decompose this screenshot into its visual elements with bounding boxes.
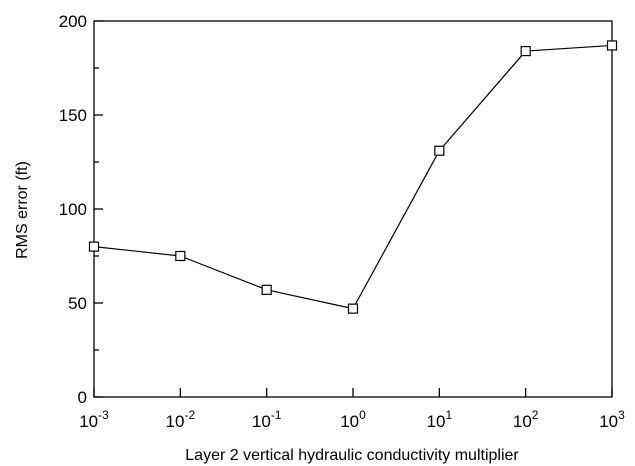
y-tick-label: 200 bbox=[59, 12, 87, 31]
series-line-segment bbox=[180, 255, 267, 291]
data-point bbox=[88, 241, 100, 252]
data-point bbox=[520, 45, 531, 57]
data-point bbox=[175, 250, 186, 262]
x-tick-label: 100 bbox=[340, 408, 366, 431]
y-tick-label: 150 bbox=[59, 106, 87, 125]
x-tick-label: 10-1 bbox=[252, 408, 282, 431]
y-tick-label: 0 bbox=[78, 388, 87, 407]
x-tick-label: 101 bbox=[427, 408, 453, 431]
y-axis: 0 50 100 150 200 bbox=[59, 12, 103, 407]
series-line-segment bbox=[525, 44, 613, 52]
data-point bbox=[434, 145, 445, 156]
x-tick-label: 102 bbox=[513, 408, 539, 431]
series-line-segment bbox=[352, 150, 440, 309]
y-axis-title: RMS error (ft) bbox=[14, 161, 31, 259]
series-line-segment bbox=[93, 246, 181, 257]
series-line-segment bbox=[438, 50, 527, 152]
y-tick-label: 100 bbox=[59, 200, 87, 219]
x-tick-label: 10-2 bbox=[166, 408, 196, 431]
series-line-segment bbox=[266, 289, 354, 310]
series-layer bbox=[88, 40, 618, 314]
y-tick-label: 50 bbox=[68, 294, 87, 313]
x-tick-label: 10-3 bbox=[79, 408, 109, 431]
plot-frame bbox=[93, 20, 613, 398]
x-axis: 10-3 10-2 10-1 100 101 102 103 bbox=[79, 388, 625, 431]
data-point bbox=[261, 284, 272, 295]
plot-border bbox=[93, 20, 613, 398]
x-tick-label: 103 bbox=[599, 408, 625, 431]
data-point bbox=[606, 40, 618, 51]
data-point bbox=[347, 303, 359, 314]
x-axis-title: Layer 2 vertical hydraulic conductivity … bbox=[185, 447, 519, 464]
